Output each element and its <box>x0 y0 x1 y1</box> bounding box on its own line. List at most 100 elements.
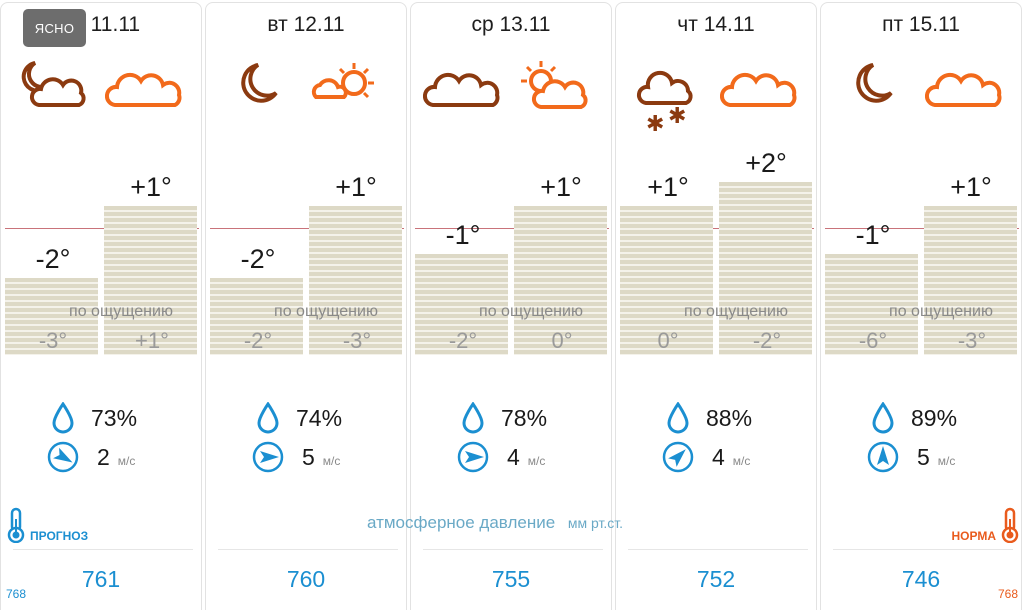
norm-line <box>210 228 404 229</box>
humidity-value: 73% <box>91 404 138 431</box>
wind-direction-icon <box>47 441 79 473</box>
cloud-icon <box>925 72 1002 107</box>
wind-direction-icon <box>662 441 694 473</box>
moon-icon <box>856 63 893 103</box>
pressure-value: 746 <box>901 566 941 592</box>
pressure-divider <box>423 549 603 550</box>
pressure-value: 761 <box>81 566 121 592</box>
day-temp-bar <box>924 206 1017 355</box>
day-column-3[interactable]: чт 14.11 ✱ ✱ +1° +2° по ощущению 0° -2° … <box>615 2 817 610</box>
wind-unit: м/с <box>732 454 751 468</box>
night-temp: +1° <box>647 172 689 202</box>
sun-cloud-icon <box>311 63 374 99</box>
norm-line <box>825 228 1019 229</box>
night-temp-bar <box>210 278 303 355</box>
feels-like-label: по ощущению <box>684 303 788 320</box>
wind-unit: м/с <box>322 454 341 468</box>
wind-row: 4 м/с <box>457 439 545 475</box>
pressure-value: 760 <box>286 566 326 592</box>
wind-speed: 2 <box>97 443 110 470</box>
thermometer-icon <box>1001 507 1019 543</box>
wind-speed: 5 <box>302 443 315 470</box>
humidity-row: 78% <box>461 401 547 435</box>
water-drop-icon <box>667 402 689 434</box>
wind-speed: 4 <box>712 443 725 470</box>
pressure-value: 755 <box>491 566 531 592</box>
norm-label: НОРМА <box>951 529 996 543</box>
water-drop-icon <box>462 402 484 434</box>
snow-cloud-icon: ✱ ✱ <box>636 70 693 133</box>
norm-line <box>5 228 199 229</box>
feels-like-label: по ощущению <box>274 303 378 320</box>
weather-tooltip: ЯСНО <box>23 9 86 47</box>
pressure-title: атмосферное давление мм рт.ст. <box>367 513 623 533</box>
cloud-icon <box>720 72 797 107</box>
night-temp: -2° <box>240 244 276 274</box>
day-temp-bar <box>309 206 402 355</box>
day-date: чт 14.11 <box>677 13 755 36</box>
sun-cloud-icon <box>521 61 588 109</box>
day-date: пт 15.11 <box>882 13 960 36</box>
humidity-row: 73% <box>51 401 137 435</box>
wind-direction-icon <box>252 441 284 473</box>
wind-row: 5 м/с <box>867 439 955 475</box>
day-temp-bar <box>514 206 607 355</box>
day-temp-bar <box>104 206 197 355</box>
water-drop-icon <box>52 402 74 434</box>
feels-night: -6° <box>858 328 888 353</box>
humidity-value: 88% <box>706 404 753 431</box>
pressure-unit: мм рт.ст. <box>567 515 624 531</box>
day-temp: +2° <box>745 148 787 178</box>
wind-unit: м/с <box>527 454 546 468</box>
wind-speed: 4 <box>507 443 520 470</box>
svg-text:✱: ✱ <box>668 104 686 129</box>
thermometer-icon <box>7 507 25 543</box>
night-temp-bar <box>415 254 508 355</box>
humidity-row: 89% <box>871 401 957 435</box>
wind-row: 5 м/с <box>252 439 340 475</box>
cloud-icon <box>105 72 182 107</box>
pressure-value: 752 <box>696 566 736 592</box>
humidity-value: 78% <box>501 404 548 431</box>
feels-night: -2° <box>243 328 273 353</box>
feels-day: -2° <box>752 328 782 353</box>
day-temp-bar <box>719 182 812 355</box>
pressure-divider <box>628 549 808 550</box>
humidity-value: 74% <box>296 404 343 431</box>
forecast-label: ПРОГНОЗ <box>30 529 89 543</box>
day-temp: +1° <box>540 172 582 202</box>
feels-night: 0° <box>657 328 679 353</box>
day-temp: +1° <box>950 172 992 202</box>
svg-text:✱: ✱ <box>646 112 664 133</box>
day-temp: +1° <box>335 172 377 202</box>
day-column-2[interactable]: ср 13.11 -1° +1° по ощущению -2° 0° 78% <box>410 2 612 610</box>
day-column-4[interactable]: пт 15.11 -1° +1° по ощущению -6° -3° 89%… <box>820 2 1022 610</box>
pressure-divider <box>13 549 193 550</box>
feels-night: -2° <box>448 328 478 353</box>
wind-row: 4 м/с <box>662 439 750 475</box>
norm-legend: НОРМА <box>951 507 1020 543</box>
night-temp: -1° <box>855 220 891 250</box>
day-temp: +1° <box>130 172 172 202</box>
night-temp-bar <box>620 206 713 355</box>
wind-direction-icon <box>457 441 489 473</box>
norm-value-left: 768 <box>6 587 27 601</box>
feels-like-label: по ощущению <box>479 303 583 320</box>
wind-direction-icon <box>867 441 899 473</box>
norm-value-right: 768 <box>997 587 1018 601</box>
water-drop-icon <box>872 402 894 434</box>
day-date: ср 13.11 <box>471 13 551 36</box>
night-temp-bar <box>825 254 918 355</box>
humidity-row: 88% <box>666 401 752 435</box>
forecast-legend: ПРОГНОЗ <box>6 507 88 543</box>
feels-day: +1° <box>135 328 169 353</box>
night-temp-bar <box>5 278 98 355</box>
wind-speed: 5 <box>917 443 930 470</box>
feels-day: -3° <box>342 328 372 353</box>
night-temp: -2° <box>35 244 71 274</box>
feels-day: -3° <box>957 328 987 353</box>
day-column-1[interactable]: вт 12.11 -2° +1° по ощущению -2° -3° 74% <box>205 2 407 610</box>
humidity-row: 74% <box>256 401 342 435</box>
pressure-divider <box>833 549 1013 550</box>
